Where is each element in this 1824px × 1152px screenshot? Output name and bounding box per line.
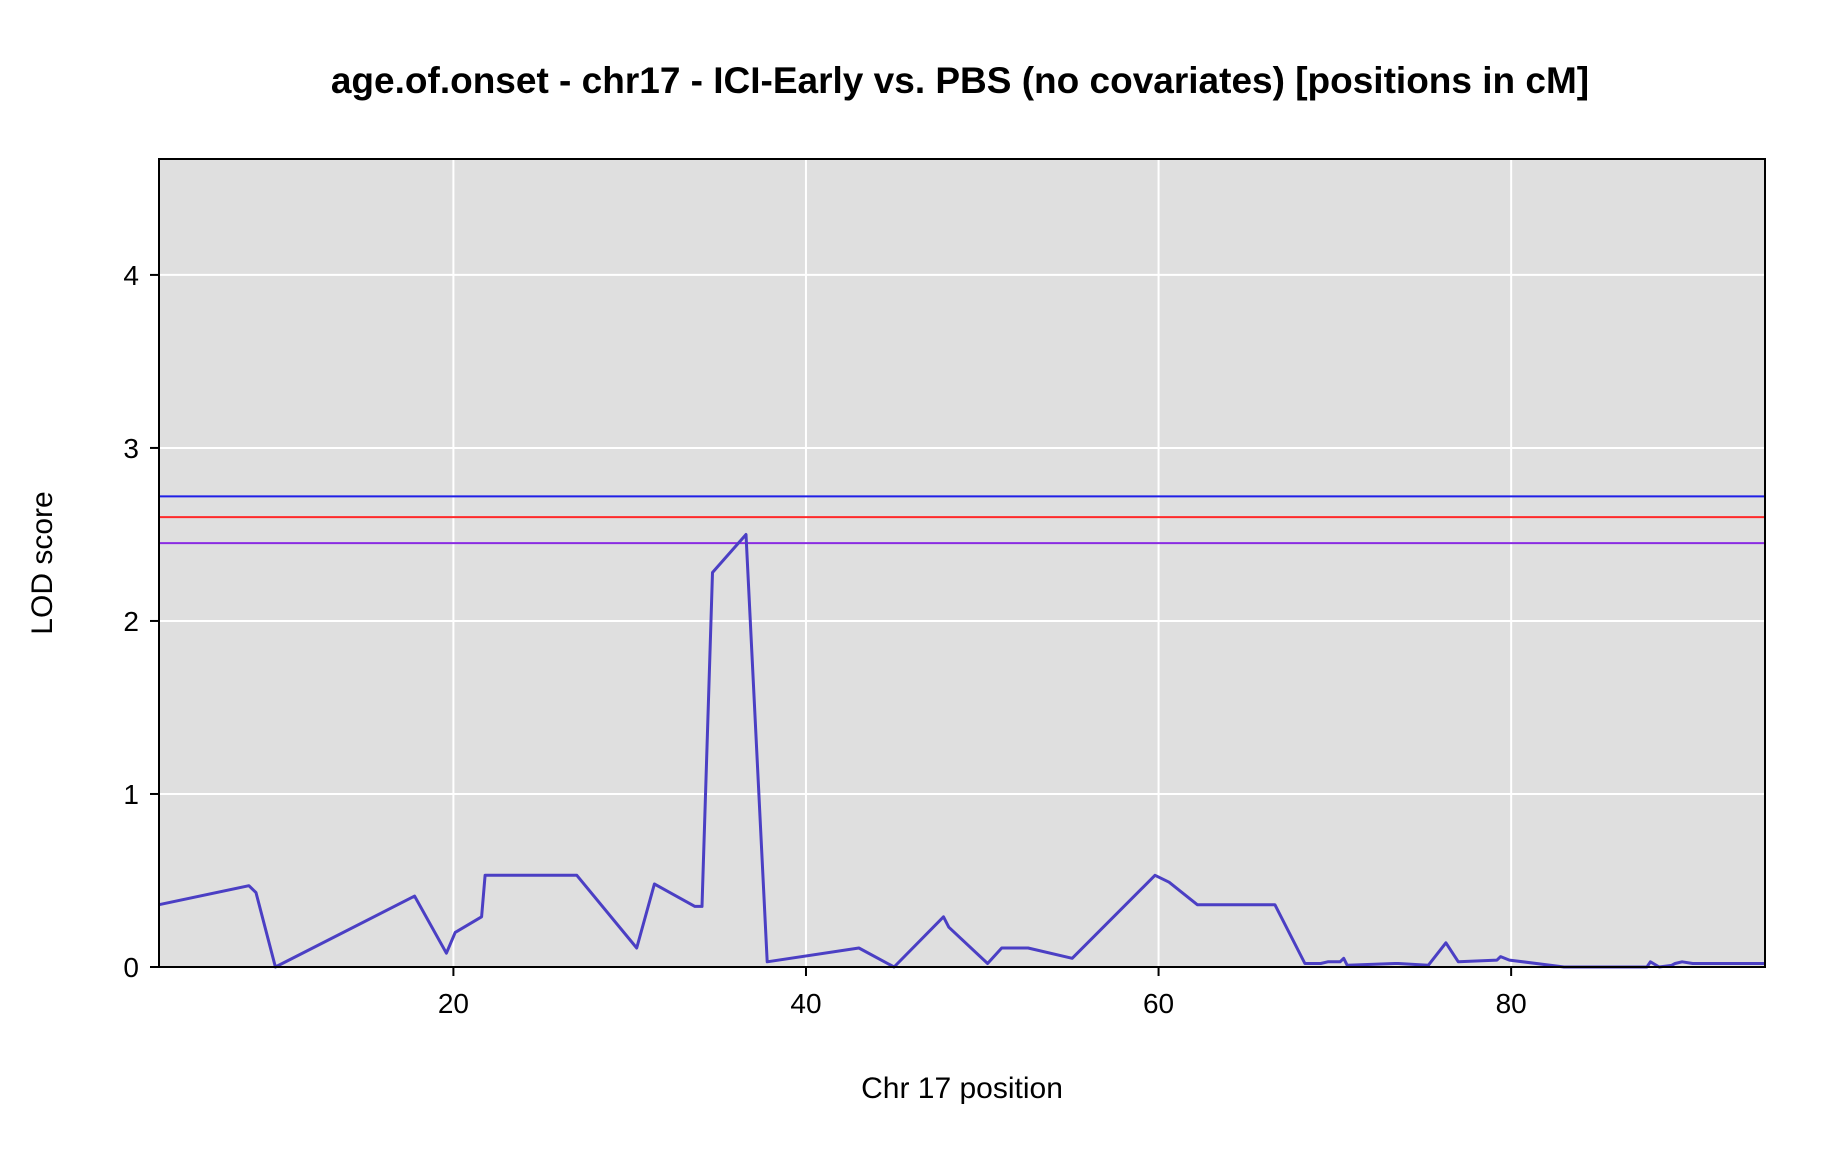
x-tick-label: 40 bbox=[790, 988, 821, 1019]
threshold-lines bbox=[159, 495, 1765, 545]
y-axis-ticks: 0 1 2 3 4 bbox=[123, 260, 159, 983]
y-axis-label: LOD score bbox=[26, 491, 59, 634]
plot-frame bbox=[158, 158, 1766, 968]
x-tick-label: 20 bbox=[438, 988, 469, 1019]
y-tick-label: 1 bbox=[123, 779, 139, 810]
y-tick-label: 3 bbox=[123, 433, 139, 464]
x-axis-label: Chr 17 position bbox=[861, 1072, 1063, 1105]
y-tick-label: 4 bbox=[123, 260, 139, 291]
chart-title: age.of.onset - chr17 - ICI-Early vs. PBS… bbox=[331, 60, 1589, 101]
x-tick-label: 80 bbox=[1496, 988, 1527, 1019]
x-tick-label: 60 bbox=[1143, 988, 1174, 1019]
y-tick-label: 2 bbox=[123, 606, 139, 637]
x-axis-ticks: 20 40 60 80 bbox=[438, 967, 1527, 1019]
y-tick-label: 0 bbox=[123, 952, 139, 983]
plot-background bbox=[159, 159, 1765, 967]
